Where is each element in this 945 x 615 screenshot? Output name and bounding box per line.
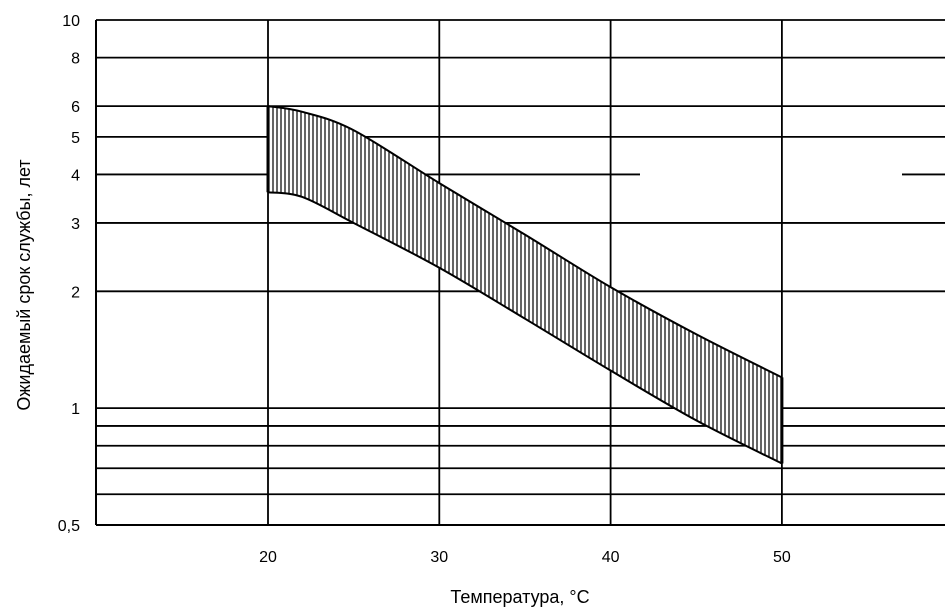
axes: [95, 20, 945, 526]
y-axis-label: Ожидаемый срок службы, лет: [14, 159, 34, 410]
y-tick-label: 0,5: [58, 518, 80, 535]
y-tick-label: 10: [62, 13, 80, 30]
x-tick-label: 20: [259, 549, 277, 566]
band-lower-curve: [267, 191, 783, 465]
x-tick-label: 30: [430, 549, 448, 566]
y-tick-label: 1: [71, 401, 80, 418]
y-tick-labels: 0,5 1 2 3 4 5 6 8 10: [58, 13, 80, 535]
y-tick-label: 5: [71, 130, 80, 147]
y-tick-label: 8: [71, 51, 80, 68]
x-tick-labels: 20 30 40 50: [259, 549, 791, 566]
y-tick-label: 2: [71, 284, 80, 301]
y-tick-label: 4: [71, 167, 80, 184]
lifetime-band: [266, 105, 784, 465]
x-tick-label: 50: [773, 549, 791, 566]
band-fill: [268, 106, 782, 464]
band-upper-curve: [267, 105, 783, 379]
x-axis-label: Температура, °C: [450, 587, 589, 607]
y-tick-label: 3: [71, 216, 80, 233]
y-tick-label: 6: [71, 99, 80, 116]
x-tick-label: 40: [602, 549, 620, 566]
